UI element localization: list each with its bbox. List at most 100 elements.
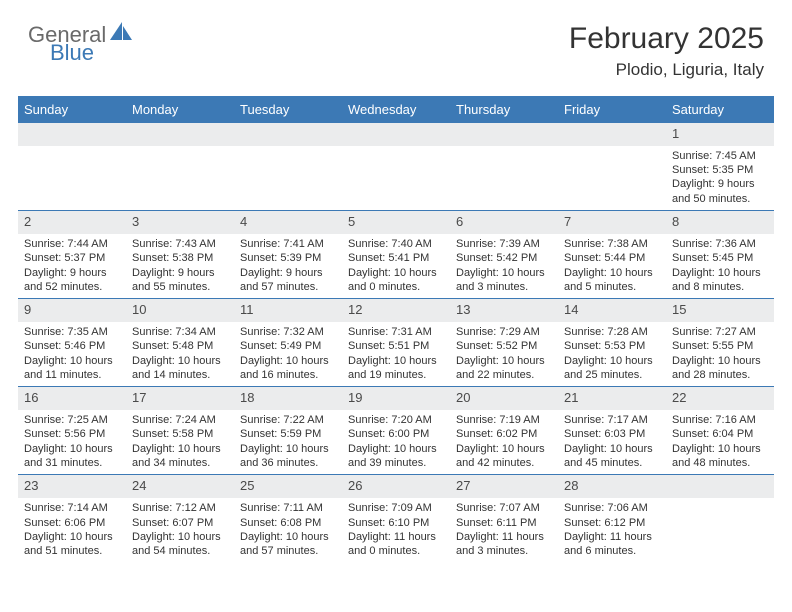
calendar-cell: 9Sunrise: 7:35 AMSunset: 5:46 PMDaylight…: [18, 298, 126, 386]
day-number: [126, 122, 234, 146]
day-number: 6: [450, 210, 558, 234]
calendar-cell: 22Sunrise: 7:16 AMSunset: 6:04 PMDayligh…: [666, 386, 774, 474]
calendar-cell: [342, 122, 450, 210]
day-number: [450, 122, 558, 146]
day-number: 4: [234, 210, 342, 234]
day-detail: Sunrise: 7:06 AMSunset: 6:12 PMDaylight:…: [558, 498, 666, 562]
day-detail: Sunrise: 7:24 AMSunset: 5:58 PMDaylight:…: [126, 410, 234, 474]
day-number: 9: [18, 298, 126, 322]
calendar-cell: [666, 474, 774, 562]
day-number: 14: [558, 298, 666, 322]
calendar-cell: 24Sunrise: 7:12 AMSunset: 6:07 PMDayligh…: [126, 474, 234, 562]
header: General Blue February 2025 Plodio, Ligur…: [0, 0, 792, 90]
day-number: [342, 122, 450, 146]
day-number: 24: [126, 474, 234, 498]
calendar-week: 9Sunrise: 7:35 AMSunset: 5:46 PMDaylight…: [18, 298, 774, 386]
day-number: 7: [558, 210, 666, 234]
day-detail: Sunrise: 7:07 AMSunset: 6:11 PMDaylight:…: [450, 498, 558, 562]
calendar-cell: 28Sunrise: 7:06 AMSunset: 6:12 PMDayligh…: [558, 474, 666, 562]
calendar-cell: 3Sunrise: 7:43 AMSunset: 5:38 PMDaylight…: [126, 210, 234, 298]
day-number: [234, 122, 342, 146]
day-number: [18, 122, 126, 146]
day-header: Friday: [558, 97, 666, 122]
calendar-cell: 14Sunrise: 7:28 AMSunset: 5:53 PMDayligh…: [558, 298, 666, 386]
calendar-week: 1Sunrise: 7:45 AMSunset: 5:35 PMDaylight…: [18, 122, 774, 210]
day-number: 22: [666, 386, 774, 410]
calendar-cell: 2Sunrise: 7:44 AMSunset: 5:37 PMDaylight…: [18, 210, 126, 298]
day-detail: Sunrise: 7:34 AMSunset: 5:48 PMDaylight:…: [126, 322, 234, 386]
day-detail: Sunrise: 7:16 AMSunset: 6:04 PMDaylight:…: [666, 410, 774, 474]
day-number: 23: [18, 474, 126, 498]
logo: General Blue: [28, 22, 134, 64]
day-number: 2: [18, 210, 126, 234]
calendar-week: 23Sunrise: 7:14 AMSunset: 6:06 PMDayligh…: [18, 474, 774, 562]
calendar-cell: 11Sunrise: 7:32 AMSunset: 5:49 PMDayligh…: [234, 298, 342, 386]
day-header: Sunday: [18, 97, 126, 122]
day-detail: Sunrise: 7:39 AMSunset: 5:42 PMDaylight:…: [450, 234, 558, 298]
calendar-cell: 6Sunrise: 7:39 AMSunset: 5:42 PMDaylight…: [450, 210, 558, 298]
calendar-cell: 4Sunrise: 7:41 AMSunset: 5:39 PMDaylight…: [234, 210, 342, 298]
day-number: 20: [450, 386, 558, 410]
month-title: February 2025: [569, 22, 764, 56]
calendar-cell: [126, 122, 234, 210]
day-number: 26: [342, 474, 450, 498]
day-number: [666, 474, 774, 498]
calendar-cell: 13Sunrise: 7:29 AMSunset: 5:52 PMDayligh…: [450, 298, 558, 386]
calendar-cell: [450, 122, 558, 210]
day-detail: Sunrise: 7:31 AMSunset: 5:51 PMDaylight:…: [342, 322, 450, 386]
day-header: Monday: [126, 97, 234, 122]
day-header: Saturday: [666, 97, 774, 122]
day-detail: Sunrise: 7:36 AMSunset: 5:45 PMDaylight:…: [666, 234, 774, 298]
day-number: 19: [342, 386, 450, 410]
day-number: 12: [342, 298, 450, 322]
calendar-cell: [234, 122, 342, 210]
calendar-cell: 5Sunrise: 7:40 AMSunset: 5:41 PMDaylight…: [342, 210, 450, 298]
calendar-table: SundayMondayTuesdayWednesdayThursdayFrid…: [18, 97, 774, 562]
day-detail: Sunrise: 7:43 AMSunset: 5:38 PMDaylight:…: [126, 234, 234, 298]
calendar-cell: [558, 122, 666, 210]
day-detail: Sunrise: 7:35 AMSunset: 5:46 PMDaylight:…: [18, 322, 126, 386]
calendar-cell: 20Sunrise: 7:19 AMSunset: 6:02 PMDayligh…: [450, 386, 558, 474]
day-number: 27: [450, 474, 558, 498]
day-number: 11: [234, 298, 342, 322]
calendar-cell: 26Sunrise: 7:09 AMSunset: 6:10 PMDayligh…: [342, 474, 450, 562]
day-number: 28: [558, 474, 666, 498]
day-detail: Sunrise: 7:44 AMSunset: 5:37 PMDaylight:…: [18, 234, 126, 298]
calendar-week: 2Sunrise: 7:44 AMSunset: 5:37 PMDaylight…: [18, 210, 774, 298]
day-number: 16: [18, 386, 126, 410]
calendar-cell: 15Sunrise: 7:27 AMSunset: 5:55 PMDayligh…: [666, 298, 774, 386]
calendar-cell: 19Sunrise: 7:20 AMSunset: 6:00 PMDayligh…: [342, 386, 450, 474]
day-detail: Sunrise: 7:09 AMSunset: 6:10 PMDaylight:…: [342, 498, 450, 562]
day-number: 21: [558, 386, 666, 410]
calendar-cell: 12Sunrise: 7:31 AMSunset: 5:51 PMDayligh…: [342, 298, 450, 386]
day-detail: Sunrise: 7:22 AMSunset: 5:59 PMDaylight:…: [234, 410, 342, 474]
day-detail: Sunrise: 7:41 AMSunset: 5:39 PMDaylight:…: [234, 234, 342, 298]
day-number: 10: [126, 298, 234, 322]
day-number: 18: [234, 386, 342, 410]
day-detail: Sunrise: 7:28 AMSunset: 5:53 PMDaylight:…: [558, 322, 666, 386]
calendar-cell: [18, 122, 126, 210]
calendar-cell: 7Sunrise: 7:38 AMSunset: 5:44 PMDaylight…: [558, 210, 666, 298]
day-header: Wednesday: [342, 97, 450, 122]
day-detail: Sunrise: 7:40 AMSunset: 5:41 PMDaylight:…: [342, 234, 450, 298]
day-number: [558, 122, 666, 146]
day-detail: Sunrise: 7:11 AMSunset: 6:08 PMDaylight:…: [234, 498, 342, 562]
day-number: 25: [234, 474, 342, 498]
calendar-cell: 17Sunrise: 7:24 AMSunset: 5:58 PMDayligh…: [126, 386, 234, 474]
day-detail: Sunrise: 7:19 AMSunset: 6:02 PMDaylight:…: [450, 410, 558, 474]
day-number: 13: [450, 298, 558, 322]
day-detail: Sunrise: 7:25 AMSunset: 5:56 PMDaylight:…: [18, 410, 126, 474]
day-number: 17: [126, 386, 234, 410]
day-detail: Sunrise: 7:12 AMSunset: 6:07 PMDaylight:…: [126, 498, 234, 562]
calendar-cell: 8Sunrise: 7:36 AMSunset: 5:45 PMDaylight…: [666, 210, 774, 298]
day-header: Thursday: [450, 97, 558, 122]
day-detail: Sunrise: 7:32 AMSunset: 5:49 PMDaylight:…: [234, 322, 342, 386]
day-number: 15: [666, 298, 774, 322]
day-header-row: SundayMondayTuesdayWednesdayThursdayFrid…: [18, 97, 774, 122]
day-number: 3: [126, 210, 234, 234]
calendar-cell: 16Sunrise: 7:25 AMSunset: 5:56 PMDayligh…: [18, 386, 126, 474]
calendar-cell: 18Sunrise: 7:22 AMSunset: 5:59 PMDayligh…: [234, 386, 342, 474]
day-header: Tuesday: [234, 97, 342, 122]
day-number: 8: [666, 210, 774, 234]
day-detail: Sunrise: 7:14 AMSunset: 6:06 PMDaylight:…: [18, 498, 126, 562]
